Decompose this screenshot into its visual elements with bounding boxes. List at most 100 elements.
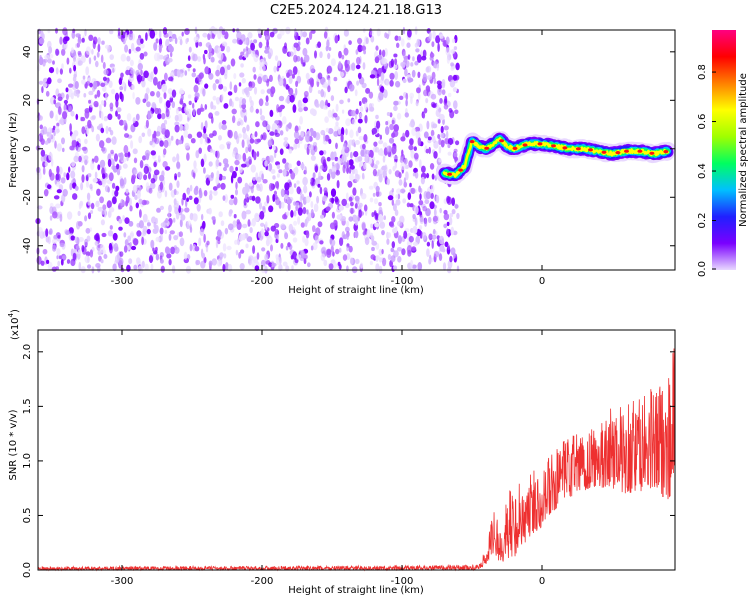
noise-blob — [452, 252, 456, 259]
noise-blob — [355, 140, 360, 145]
noise-blob — [386, 112, 391, 116]
noise-blob — [413, 152, 419, 160]
noise-blob — [452, 87, 458, 93]
snr-y-ticks: 0.0 0.5 1.0 1.5 2.0 — [22, 344, 675, 578]
noise-blob — [272, 145, 276, 151]
noise-blob — [376, 77, 380, 87]
noise-blob — [294, 28, 297, 37]
noise-blob — [63, 104, 67, 112]
noise-blob — [52, 125, 56, 130]
noise-blob — [240, 63, 244, 68]
noise-blob — [285, 124, 289, 132]
noise-blob — [444, 95, 448, 104]
noise-blob — [163, 148, 167, 156]
ridge-peak — [469, 140, 475, 144]
noise-blob — [254, 212, 260, 222]
noise-blob — [338, 61, 342, 69]
noise-blob — [224, 227, 229, 235]
noise-blob — [274, 55, 279, 61]
noise-blob — [217, 30, 222, 40]
noise-blob — [99, 196, 104, 204]
noise-blob — [412, 225, 418, 234]
x-tick-label: -300 — [111, 276, 134, 287]
noise-blob — [140, 69, 143, 76]
noise-blob — [148, 172, 151, 180]
noise-blob — [132, 92, 135, 100]
noise-blob — [96, 188, 101, 196]
noise-blob — [443, 223, 448, 229]
noise-blob — [102, 85, 107, 92]
noise-blob — [254, 138, 260, 145]
noise-blob — [49, 215, 53, 221]
noise-blob — [316, 195, 320, 204]
noise-blob — [96, 51, 100, 58]
noise-blob — [451, 208, 456, 215]
noise-blob — [253, 54, 259, 63]
noise-blob — [309, 64, 315, 73]
noise-blob — [437, 119, 441, 124]
noise-blob — [107, 230, 114, 237]
noise-blob — [123, 232, 127, 238]
noise-blob — [141, 79, 146, 88]
noise-blob — [151, 102, 156, 109]
noise-blob — [210, 172, 214, 179]
noise-blob — [447, 137, 454, 146]
noise-blob — [143, 70, 149, 79]
noise-blob — [265, 95, 269, 103]
y-tick-label: -40 — [22, 238, 33, 254]
noise-blob — [286, 198, 292, 205]
noise-blob — [365, 87, 371, 94]
noise-blob — [404, 112, 409, 118]
noise-blob — [221, 124, 227, 131]
noise-blob — [429, 201, 435, 210]
noise-blob — [327, 102, 331, 108]
noise-blob — [76, 220, 81, 230]
noise-blob — [241, 98, 247, 105]
noise-blob — [89, 183, 93, 190]
noise-blob — [287, 242, 291, 248]
spectrogram-y-ticks: -40 -20 0 20 40 — [22, 45, 675, 254]
noise-blob — [323, 259, 328, 267]
noise-blob — [357, 118, 363, 124]
ridge-peak — [588, 148, 593, 152]
noise-blob — [87, 173, 92, 178]
noise-blob — [73, 70, 78, 78]
noise-blob — [306, 209, 309, 215]
noise-blob — [54, 179, 57, 185]
noise-blob — [432, 103, 437, 109]
ridge-peak — [512, 146, 518, 150]
noise-blob — [418, 159, 422, 169]
noise-blob — [246, 139, 251, 148]
noise-blob — [439, 113, 445, 121]
noise-blob — [70, 235, 76, 241]
noise-blob — [204, 104, 208, 110]
noise-blob — [423, 107, 428, 114]
noise-blob — [441, 89, 446, 95]
noise-blob — [391, 188, 394, 193]
noise-blob — [88, 34, 94, 41]
noise-blob — [268, 163, 273, 172]
noise-blob — [224, 42, 228, 48]
noise-blob — [170, 51, 173, 58]
noise-blob — [223, 253, 227, 259]
noise-blob — [348, 159, 354, 166]
noise-blob — [140, 38, 144, 44]
noise-blob — [236, 121, 241, 127]
colorbar-tick-label: 0.6 — [697, 114, 708, 130]
noise-blob — [425, 148, 430, 154]
noise-blob — [149, 29, 156, 39]
noise-blob — [288, 51, 294, 57]
noise-blob — [432, 123, 438, 129]
noise-blob — [42, 167, 46, 175]
noise-blob — [386, 145, 392, 153]
noise-blob — [167, 57, 173, 63]
noise-blob — [371, 238, 375, 244]
noise-blob — [42, 83, 48, 88]
noise-blob — [163, 139, 169, 148]
noise-blob — [353, 151, 359, 158]
noise-blob — [227, 223, 234, 231]
noise-blob — [232, 38, 238, 44]
noise-blob — [39, 55, 42, 60]
noise-blob — [55, 27, 58, 34]
